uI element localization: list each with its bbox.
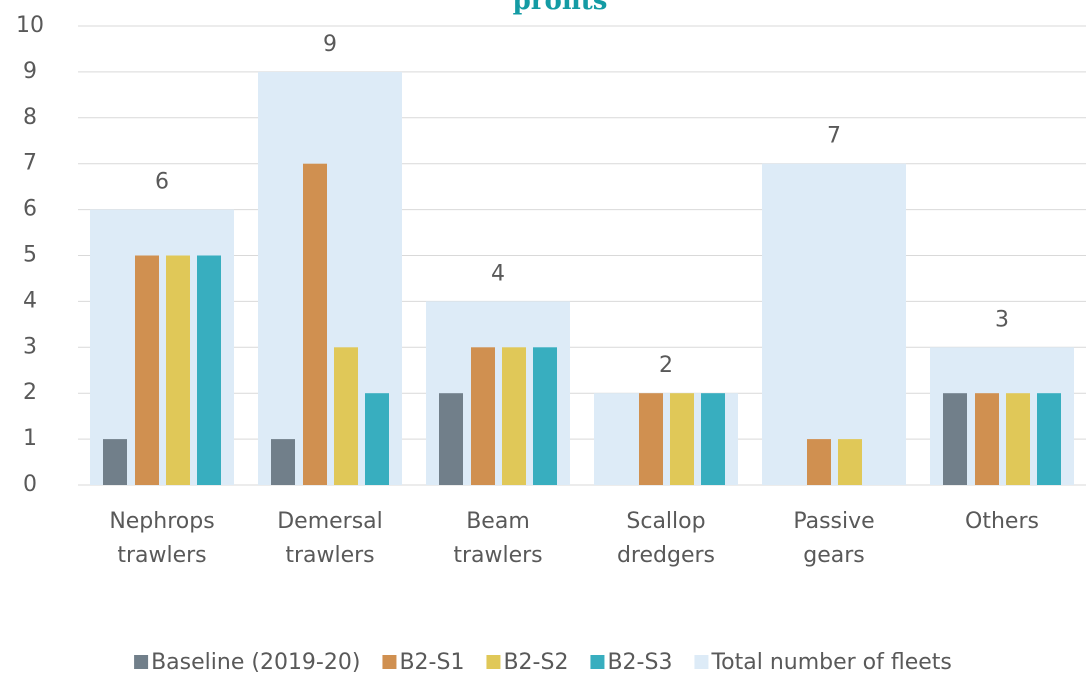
data-label: 7 <box>827 124 841 149</box>
bar <box>334 347 358 485</box>
y-tick-label: 5 <box>23 243 37 268</box>
bar <box>135 255 159 485</box>
y-tick-label: 8 <box>23 105 37 130</box>
data-label: 9 <box>323 32 337 57</box>
grid <box>78 25 1086 486</box>
x-tick-label-line: trawlers <box>285 543 374 568</box>
legend: Baseline (2019-20) B2-S1 B2-S2 B2-S3 Total n… <box>134 650 952 675</box>
legend-swatch <box>694 655 709 669</box>
y-tick-label: 6 <box>23 197 37 222</box>
legend-swatch <box>382 655 397 669</box>
x-tick-label-line: Beam <box>466 509 530 534</box>
x-tick-label-line: Demersal <box>277 509 383 534</box>
x-tick-label-line: Passive <box>793 509 874 534</box>
legend-label: B2-S3 <box>607 650 672 675</box>
y-tick-label: 0 <box>23 472 37 497</box>
y-tick-label: 2 <box>23 380 37 405</box>
bar <box>303 163 327 485</box>
bar <box>533 347 557 485</box>
legend-label: B2-S1 <box>399 650 464 675</box>
y-tick-label: 9 <box>23 59 37 84</box>
bar <box>975 393 999 485</box>
y-tick-label: 3 <box>23 334 37 359</box>
x-tick-label-line: Nephrops <box>109 509 214 534</box>
bar <box>103 439 127 485</box>
bar <box>670 393 694 485</box>
legend-label: Total number of fleets <box>710 650 951 675</box>
x-tick-label-line: trawlers <box>117 543 206 568</box>
bar <box>502 347 526 485</box>
bar <box>838 439 862 485</box>
bar <box>807 439 831 485</box>
legend-label: B2-S2 <box>503 650 568 675</box>
bar <box>471 347 495 485</box>
chart-title: profits <box>513 0 608 16</box>
legend-label: Baseline (2019-20) <box>151 650 360 675</box>
data-label: 6 <box>155 170 169 195</box>
legend-swatch <box>590 655 605 669</box>
data-label: 3 <box>995 307 1009 332</box>
bar <box>701 393 725 485</box>
y-tick-label: 1 <box>23 426 37 451</box>
bar <box>762 163 906 485</box>
x-tick-label-line: dredgers <box>617 543 715 568</box>
y-tick-label: 10 <box>16 13 44 38</box>
bars <box>90 71 1074 486</box>
legend-swatch <box>486 655 501 669</box>
legend-swatch <box>134 655 149 669</box>
bar <box>166 255 190 485</box>
x-tick-label-line: Others <box>965 509 1039 534</box>
x-tick-label: Scallop dredgers <box>617 509 715 568</box>
bar <box>1037 393 1061 485</box>
y-tick-label: 7 <box>23 151 37 176</box>
x-tick-label: Others <box>965 509 1039 534</box>
x-tick-label-line: trawlers <box>453 543 542 568</box>
y-tick-label: 4 <box>23 288 37 313</box>
bar <box>365 393 389 485</box>
x-tick-label: Nephrops trawlers <box>109 509 214 568</box>
bar <box>1006 393 1030 485</box>
bar <box>197 255 221 485</box>
x-tick-label: Passive gears <box>793 509 874 568</box>
x-tick-label: Beam trawlers <box>453 509 542 568</box>
data-label: 4 <box>491 261 505 286</box>
x-tick-label: Demersal trawlers <box>277 509 383 568</box>
bar <box>439 393 463 485</box>
bar <box>943 393 967 485</box>
bar <box>271 439 295 485</box>
data-label: 2 <box>659 353 673 378</box>
x-tick-label-line: Scallop <box>626 509 705 534</box>
x-tick-label-line: gears <box>803 543 865 568</box>
bar <box>639 393 663 485</box>
